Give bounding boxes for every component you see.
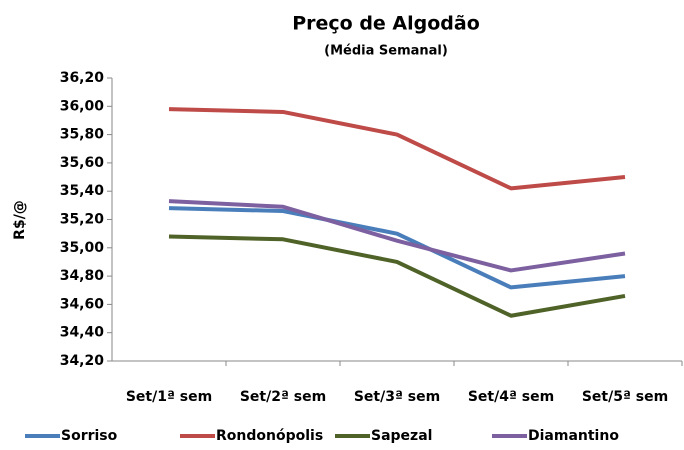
y-tick-label: 36,20	[60, 70, 105, 86]
series-line	[168, 206, 626, 290]
y-tick-label: 35,00	[60, 240, 105, 256]
y-tick-label: 34,40	[60, 325, 105, 341]
y-tick-label: 35,40	[60, 183, 105, 199]
y-axis-label: R$/@	[12, 200, 28, 240]
legend-label: Sorriso	[61, 428, 118, 444]
x-tick-label: Set/1ª sem	[126, 389, 212, 405]
y-tick-label: 34,80	[60, 268, 105, 284]
y-tick-label: 35,80	[60, 127, 105, 143]
x-tick-label: Set/2ª sem	[240, 389, 326, 405]
y-tick-label: 34,60	[60, 296, 105, 312]
series-line	[168, 107, 626, 191]
series-line	[168, 199, 626, 273]
series-line	[168, 234, 626, 318]
legend-label: Rondonópolis	[216, 428, 323, 444]
legend-label: Sapezal	[371, 428, 432, 444]
chart-title: Preço de Algodão	[292, 13, 480, 35]
y-tick-label: 35,20	[60, 212, 105, 228]
x-tick-label: Set/3ª sem	[354, 389, 440, 405]
y-tick-label: 35,60	[60, 155, 105, 171]
x-tick-label: Set/5ª sem	[582, 389, 668, 405]
legend-label: Diamantino	[528, 428, 619, 444]
x-tick-label: Set/4ª sem	[468, 389, 554, 405]
y-tick-label: 36,00	[60, 98, 105, 114]
y-tick-label: 34,20	[60, 353, 105, 369]
chart-subtitle: (Média Semanal)	[324, 44, 448, 59]
